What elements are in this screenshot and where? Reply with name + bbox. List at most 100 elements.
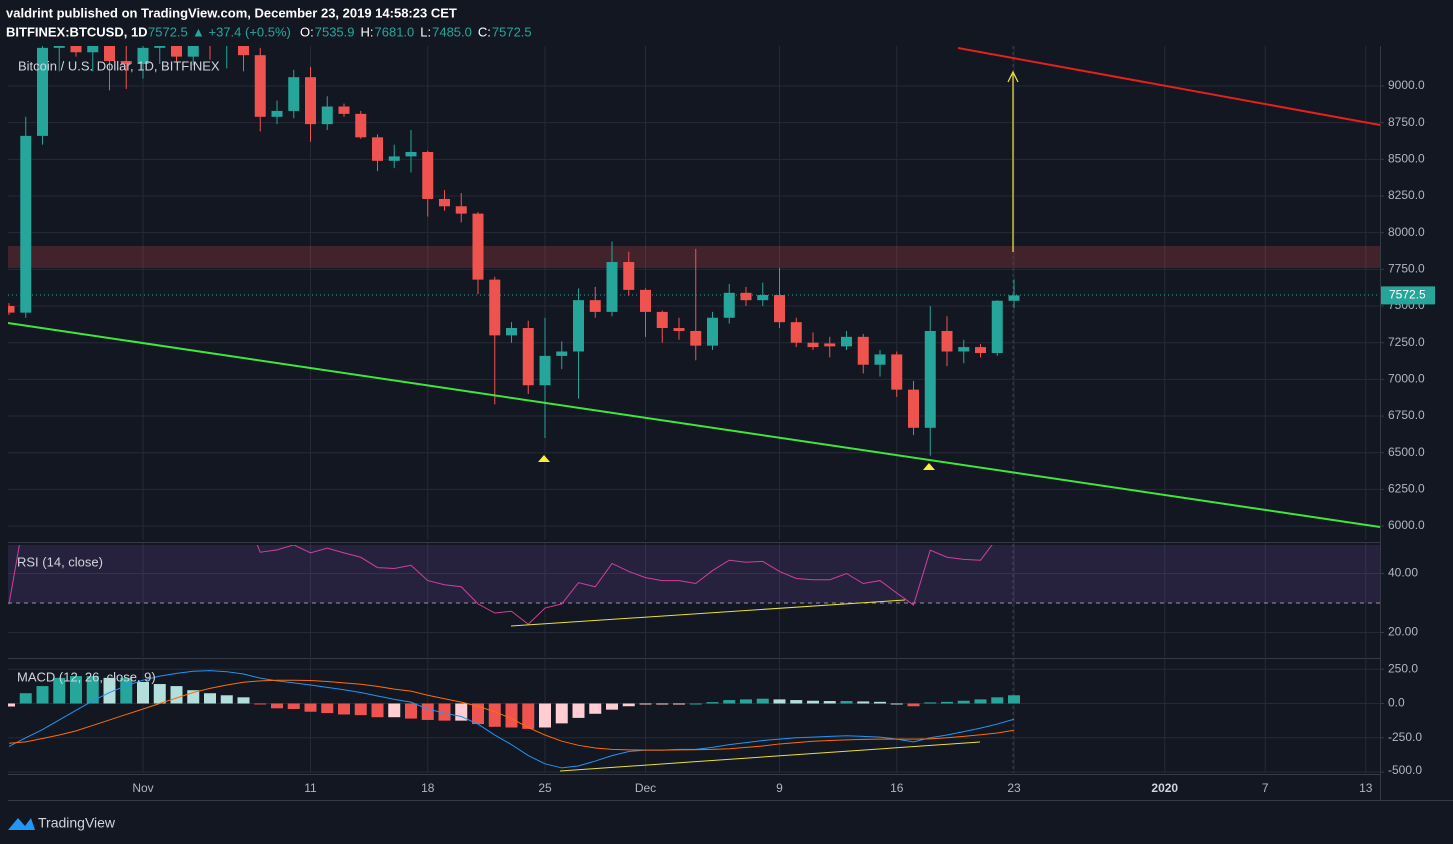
macd-histogram-bar xyxy=(673,703,685,705)
pane-title: RSI (14, close) xyxy=(17,554,103,569)
candle-body xyxy=(1008,295,1020,301)
y-tick-label: 6500.0 xyxy=(1388,445,1425,459)
x-tick-label: 18 xyxy=(421,781,435,795)
support-trendline xyxy=(7,322,1381,528)
macd-histogram-bar xyxy=(572,703,585,718)
macd-histogram-bar xyxy=(857,701,870,704)
x-tick-label: 11 xyxy=(304,781,317,795)
candle-body xyxy=(455,206,467,214)
ohlc-value: 7681.0 xyxy=(375,24,415,39)
macd-histogram-bar xyxy=(19,693,32,704)
x-tick-label: 25 xyxy=(538,781,552,795)
ohlc-label: L: xyxy=(420,24,431,39)
rsi-divergence xyxy=(510,599,906,627)
candle-body xyxy=(589,300,601,312)
y-tick-label: 6000.0 xyxy=(1388,518,1425,532)
y-tick-label: 7750.0 xyxy=(1388,262,1425,276)
y-tick-label: 250.0 xyxy=(1388,661,1418,675)
y-tick-label: 6250.0 xyxy=(1388,482,1425,496)
macd-histogram-bar xyxy=(472,703,484,725)
y-tick-label: -250.0 xyxy=(1388,730,1422,744)
candle-body xyxy=(472,213,484,280)
price: 7572.5 xyxy=(148,24,188,39)
candle-body xyxy=(908,389,919,428)
candle-body xyxy=(807,342,819,348)
candle-body xyxy=(53,46,65,48)
last-price-box xyxy=(1381,286,1435,305)
macd-histogram-bar xyxy=(773,699,786,704)
macd-histogram-bar xyxy=(689,703,702,705)
macd-histogram-bar xyxy=(70,676,82,704)
candle-body xyxy=(405,152,417,157)
candle-body xyxy=(623,262,635,290)
macd-histogram-bar xyxy=(756,698,769,704)
macd-histogram-bar xyxy=(890,703,903,705)
macd xyxy=(8,670,1020,769)
macd-histogram-bar xyxy=(555,703,568,724)
candle-body xyxy=(254,55,266,117)
macd-histogram-bar xyxy=(606,703,618,710)
candle-body xyxy=(372,137,383,161)
candle-body xyxy=(573,300,584,352)
macd-histogram-bar xyxy=(740,699,752,704)
x-tick-label: 13 xyxy=(1359,781,1373,795)
arrow-head xyxy=(1007,70,1019,83)
candle-body xyxy=(489,279,501,336)
candles xyxy=(8,46,1020,456)
candle-body xyxy=(20,135,32,313)
ohlc-label: H: xyxy=(361,24,374,39)
x-tick-label: Nov xyxy=(132,781,153,795)
y-tick-label: 7250.0 xyxy=(1388,335,1425,349)
macd-histogram-bar xyxy=(8,703,15,707)
bottom-marker xyxy=(923,463,935,470)
candle-body xyxy=(171,46,182,57)
candle-body xyxy=(321,106,333,125)
rsi xyxy=(8,545,1380,625)
macd-histogram-bar xyxy=(86,676,99,704)
rsi-band xyxy=(8,545,1380,604)
macd-histogram-bar xyxy=(807,700,819,704)
macd-histogram-bar xyxy=(790,700,803,704)
x-tick-label: Dec xyxy=(635,781,656,795)
x-tick-label: 9 xyxy=(776,781,783,795)
macd-histogram-bar xyxy=(874,701,886,704)
candle-body xyxy=(774,295,785,323)
macd-histogram-bar xyxy=(907,703,920,707)
candle-body xyxy=(975,347,986,353)
macd-histogram-bar xyxy=(153,684,166,704)
candle-body xyxy=(723,292,735,318)
macd-histogram-bar xyxy=(254,703,267,705)
macd-histogram-bar xyxy=(304,703,317,712)
y-tick-label: 0.0 xyxy=(1388,696,1405,710)
pane-title: Bitcoin / U.S. Dollar, 1D, BITFINEX xyxy=(18,58,220,73)
macd-histogram-bar xyxy=(723,700,736,704)
macd-histogram-bar xyxy=(991,697,1004,704)
logo xyxy=(8,818,35,830)
macd-histogram-bar xyxy=(941,701,953,704)
macd-line xyxy=(8,679,1015,751)
macd-histogram-bar xyxy=(405,703,417,719)
candle-body xyxy=(154,46,166,48)
macd-histogram-bar xyxy=(53,677,66,704)
macd-histogram-bar xyxy=(338,703,350,715)
macd-histogram-bar xyxy=(656,703,669,705)
candle-body xyxy=(874,354,886,365)
resistance-zone xyxy=(8,246,1380,268)
macd-histogram-bar xyxy=(36,686,49,704)
candle-body xyxy=(640,289,651,312)
x-tick-label: 7 xyxy=(1262,781,1269,795)
macd-histogram-bar xyxy=(1008,695,1020,704)
macd-histogram-bar xyxy=(974,699,987,704)
candle-body xyxy=(991,300,1003,353)
candle-body xyxy=(556,351,568,356)
macd-histogram-bar xyxy=(522,703,535,729)
macd-histogram-bar xyxy=(321,703,334,714)
background xyxy=(8,46,1453,801)
symbol: BITFINEX:BTCUSD, 1D xyxy=(6,24,148,39)
ohlc-value: 7535.9 xyxy=(315,24,355,39)
candle-body xyxy=(70,46,82,53)
candle-body xyxy=(707,317,718,346)
macd-histogram-bar xyxy=(237,697,250,704)
macd-histogram-bar xyxy=(170,686,183,704)
